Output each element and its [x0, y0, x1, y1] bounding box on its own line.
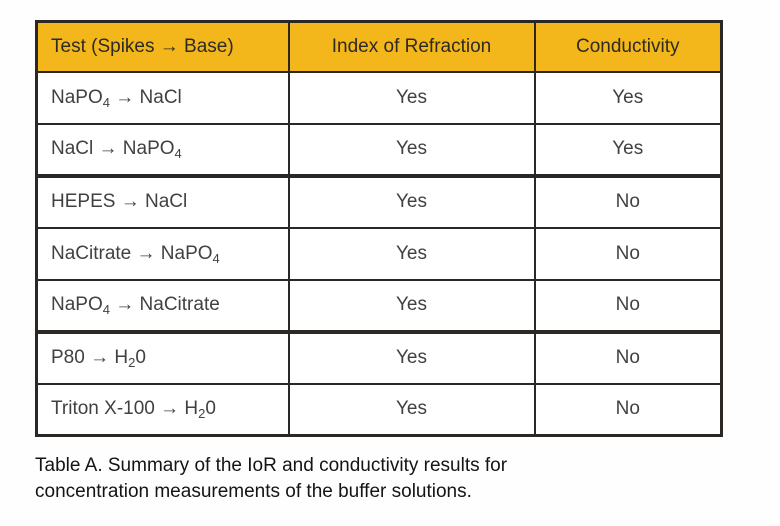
table-row: P80 → H20 Yes No	[35, 329, 723, 385]
table-caption-line1: Table A. Summary of the IoR and conducti…	[35, 455, 508, 476]
test-cell: Triton X-100 → H20	[35, 382, 290, 437]
test-cell: NaCitrate → NaPO4	[35, 226, 290, 281]
test-cell: NaPO4 → NaCl	[35, 70, 290, 125]
table-row: Triton X-100 → H20 Yes No	[35, 382, 723, 437]
conductivity-cell: No	[533, 382, 723, 437]
header-row: Test (Spikes → Base) Index of Refraction…	[35, 20, 723, 73]
table-caption: Table A. Summary of the IoR and conducti…	[35, 453, 655, 505]
col-header-test: Test (Spikes → Base)	[35, 20, 290, 73]
conductivity-cell: No	[533, 278, 723, 333]
index-of-refraction-cell: Yes	[287, 329, 536, 385]
results-table: Test (Spikes → Base) Index of Refraction…	[35, 20, 723, 437]
index-of-refraction-cell: Yes	[287, 226, 536, 281]
table-header: Test (Spikes → Base) Index of Refraction…	[35, 20, 723, 73]
col-header-index-of-refraction: Index of Refraction	[287, 20, 536, 73]
index-of-refraction-cell: Yes	[287, 122, 536, 177]
test-cell: NaPO4 → NaCitrate	[35, 278, 290, 333]
col-header-conductivity: Conductivity	[533, 20, 723, 73]
conductivity-cell: No	[533, 226, 723, 281]
conductivity-cell: Yes	[533, 122, 723, 177]
index-of-refraction-cell: Yes	[287, 70, 536, 125]
conductivity-cell: No	[533, 329, 723, 385]
index-of-refraction-cell: Yes	[287, 382, 536, 437]
table-row: NaPO4 → NaCitrate Yes No	[35, 278, 723, 333]
table-row: NaCl → NaPO4 Yes Yes	[35, 122, 723, 177]
table-caption-line2: concentration measurements of the buffer…	[35, 481, 472, 503]
test-cell: P80 → H20	[35, 329, 290, 385]
conductivity-cell: No	[533, 173, 723, 229]
table-row: NaPO4 → NaCl Yes Yes	[35, 70, 723, 125]
index-of-refraction-cell: Yes	[287, 173, 536, 229]
index-of-refraction-cell: Yes	[287, 278, 536, 333]
conductivity-cell: Yes	[533, 70, 723, 125]
test-cell: HEPES → NaCl	[35, 173, 290, 229]
table-row: HEPES → NaCl Yes No	[35, 173, 723, 229]
test-cell: NaCl → NaPO4	[35, 122, 290, 177]
results-table-body: NaPO4 → NaCl Yes Yes NaCl → NaPO4 Yes Yes HEPE…	[35, 70, 723, 437]
table-row: NaCitrate → NaPO4 Yes No	[35, 226, 723, 281]
